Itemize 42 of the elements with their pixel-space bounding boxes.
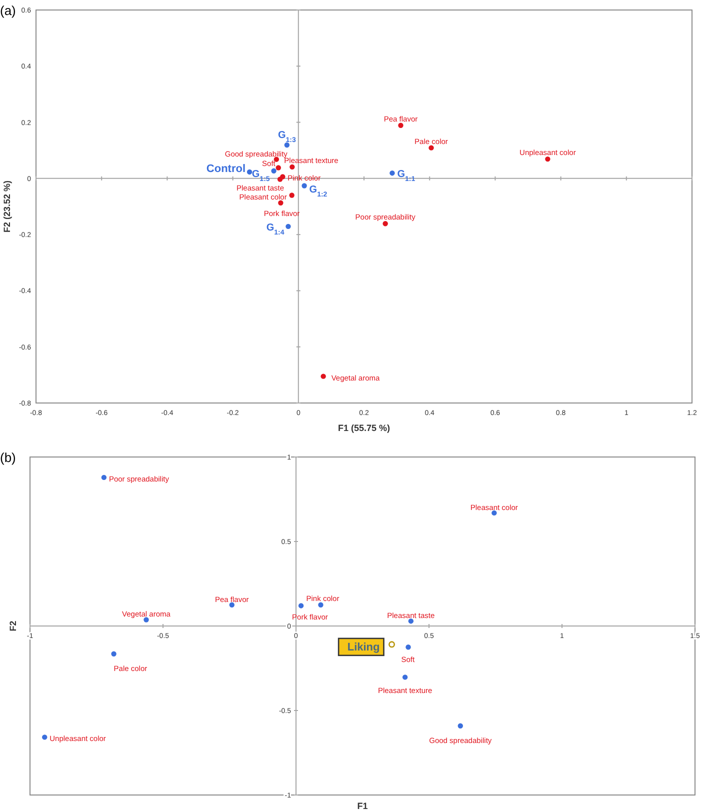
annotation: Control — [206, 162, 246, 175]
point — [298, 603, 304, 608]
annotation: G$_{1:3}$ — [278, 130, 296, 144]
point — [101, 474, 107, 480]
point — [42, 734, 48, 740]
point — [318, 602, 324, 608]
point — [229, 602, 234, 608]
point — [286, 224, 291, 230]
point — [289, 192, 294, 198]
point — [398, 122, 404, 128]
point — [390, 170, 395, 176]
x-axis-title: F1 — [357, 801, 368, 810]
point — [290, 164, 295, 170]
point — [277, 176, 283, 182]
point — [428, 145, 434, 150]
point — [271, 168, 276, 174]
y-axis-title: F2 — [8, 620, 18, 632]
point — [406, 644, 411, 650]
annotation: G$_{1:5}$ — [252, 168, 270, 182]
point — [111, 651, 116, 656]
point — [545, 156, 550, 162]
point — [320, 374, 326, 379]
chart-title: (b) — [0, 450, 16, 465]
annotation: G$_{1:4}$ — [266, 222, 284, 236]
point — [388, 641, 396, 648]
point — [402, 674, 408, 680]
point — [382, 221, 388, 226]
annotation: G$_{1:1}$ — [397, 169, 416, 183]
annotation: Liking — [347, 641, 380, 654]
annotation: G$_{1:2}$ — [309, 184, 328, 198]
x-axis-title: F1 (55.75 %) — [338, 423, 390, 433]
point — [408, 618, 414, 624]
y-axis-title: F2 (23.52 %) — [2, 180, 12, 233]
point — [144, 617, 149, 622]
point — [246, 169, 252, 175]
point — [458, 723, 463, 728]
point — [278, 200, 284, 206]
chart-title: (a) — [0, 3, 16, 18]
point — [492, 510, 497, 516]
point — [276, 165, 281, 170]
point — [284, 142, 290, 148]
point — [302, 183, 307, 188]
